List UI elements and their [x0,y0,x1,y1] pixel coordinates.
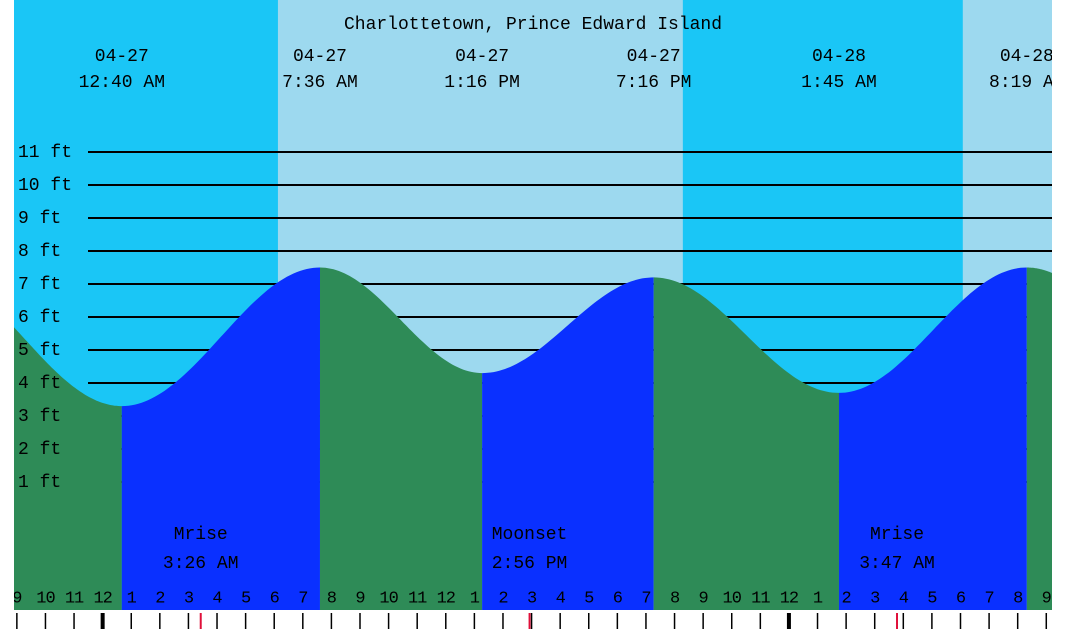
event-date: 04-27 [627,47,681,67]
event-time: 7:16 PM [616,73,692,93]
x-tick-label: 1 [127,589,137,608]
y-tick-label: 10 ft [18,176,72,196]
event-date: 04-28 [1000,47,1054,67]
event-time: 1:16 PM [444,73,520,93]
y-tick-label: 9 ft [18,209,61,229]
x-tick-label: 6 [270,589,280,608]
y-tick-label: 1 ft [18,473,61,493]
plot-area: Charlottetown, Prince Edward Island 1 ft… [12,0,1065,629]
y-tick-label: 11 ft [18,143,72,163]
x-tick-label: 10 [36,589,55,608]
tide-segment [121,267,320,610]
y-tick-label: 4 ft [18,374,61,394]
y-tick-label: 3 ft [18,407,61,427]
y-tick-label: 2 ft [18,440,61,460]
x-tick-label: 11 [751,589,770,608]
tide-segment [653,277,839,610]
x-tick-label: 6 [956,589,966,608]
x-tick-label: 5 [241,589,251,608]
x-tick-label: 4 [212,589,222,608]
x-tick-label: 12 [437,589,455,608]
x-tick-label: 9 [355,589,365,608]
x-tick-label: 7 [984,589,993,608]
x-tick-label: 4 [899,589,909,608]
x-tick-label: 2 [842,589,851,608]
labels: Charlottetown, Prince Edward Island 1 ft… [12,15,1065,629]
x-tick-label: 11 [408,589,427,608]
tide-segment [319,267,483,610]
y-tick-label: 6 ft [18,308,61,328]
chart-title: Charlottetown, Prince Edward Island [344,15,722,35]
x-tick-label: 10 [379,589,398,608]
x-tick-label: 7 [641,589,650,608]
moon-time: 3:47 AM [859,554,935,574]
x-tick-label: 10 [723,589,742,608]
x-tick-label: 8 [1013,589,1023,608]
x-tick-label: 4 [556,589,566,608]
x-tick-label: 9 [699,589,709,608]
x-tick-label: 5 [584,589,594,608]
tide-fill [14,267,1052,610]
x-tick-label: 11 [65,589,84,608]
event-time: 12:40 AM [79,73,165,93]
moon-time: 2:56 PM [492,554,568,574]
x-tick-label: 1 [813,589,823,608]
event-time: 1:45 AM [801,73,877,93]
event-date: 04-28 [812,47,866,67]
x-tick-label: 12 [780,589,798,608]
tide-segment [838,267,1027,610]
y-tick-label: 8 ft [18,242,61,262]
x-tick-label: 9 [1042,589,1052,608]
x-tick-label: 7 [298,589,307,608]
x-tick-label: 8 [327,589,337,608]
x-tick-label: 2 [155,589,164,608]
tide-segment [14,327,122,610]
y-tick-label: 5 ft [18,341,61,361]
x-tick-label: 2 [498,589,507,608]
moon-time: 3:26 AM [163,554,239,574]
x-tick-label: 3 [870,589,880,608]
moon-event: Mrise [174,525,228,545]
x-tick-label: 1 [470,589,480,608]
event-time: 8:19 AM [989,73,1065,93]
x-tick-label: 8 [670,589,680,608]
event-date: 04-27 [455,47,509,67]
tide-segment [1026,267,1052,610]
event-date: 04-27 [293,47,347,67]
x-tick-label: 9 [12,589,22,608]
x-tick-label: 5 [927,589,937,608]
x-tick-label: 3 [527,589,537,608]
x-tick-label: 12 [93,589,111,608]
x-tick-label: 6 [613,589,623,608]
event-date: 04-27 [95,47,149,67]
x-tick-label: 3 [184,589,194,608]
event-time: 7:36 AM [282,73,358,93]
moon-event: Mrise [870,525,924,545]
tide-segment [482,277,654,610]
moon-event: Moonset [492,525,568,545]
y-tick-label: 7 ft [18,275,61,295]
